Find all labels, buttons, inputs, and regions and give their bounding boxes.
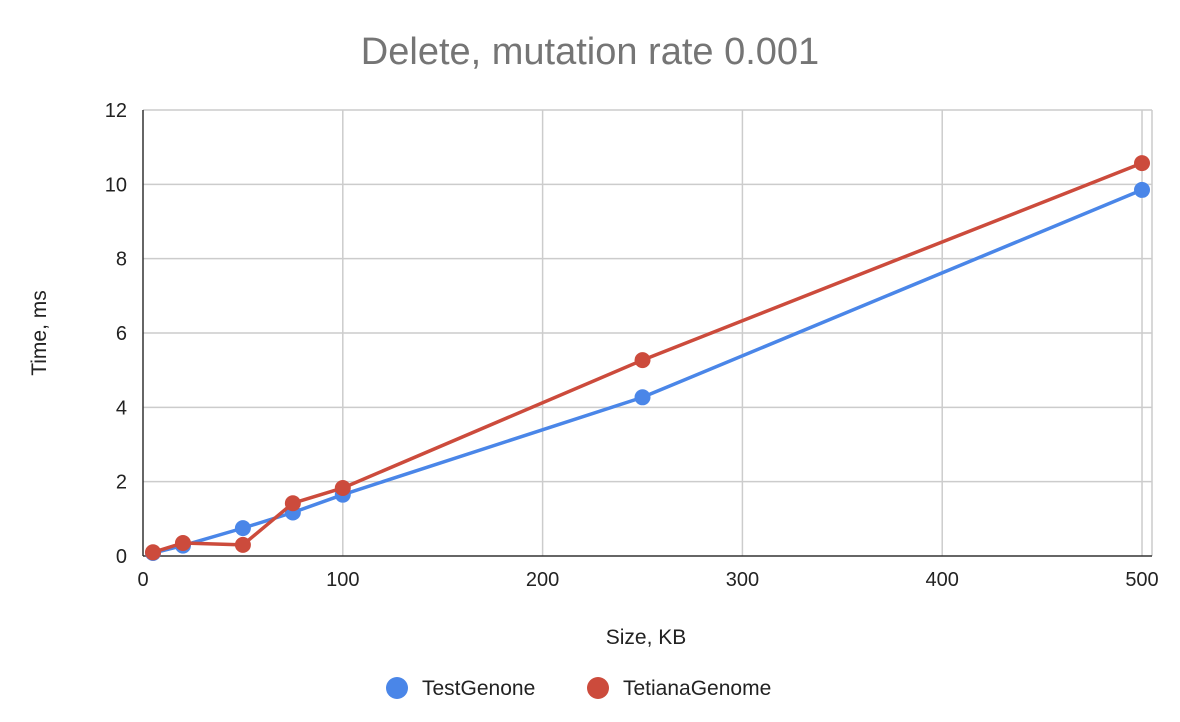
data-point bbox=[174, 534, 191, 551]
legend: TestGenone TetianaGenome bbox=[386, 677, 771, 700]
y-tick-label: 0 bbox=[116, 546, 127, 568]
legend-label: TestGenone bbox=[422, 677, 535, 700]
series-line bbox=[152, 188, 1143, 555]
legend-marker bbox=[386, 677, 408, 699]
x-tick-label: 100 bbox=[326, 569, 359, 591]
data-point bbox=[1134, 181, 1151, 198]
grid-lines bbox=[143, 109, 1153, 556]
y-tick-label: 2 bbox=[116, 472, 127, 494]
y-tick-label: 8 bbox=[116, 249, 127, 271]
data-point bbox=[1134, 155, 1151, 172]
data-point bbox=[144, 544, 161, 561]
y-axis-title: Time, ms bbox=[28, 290, 51, 376]
x-axis-title: Size, KB bbox=[606, 626, 687, 649]
x-tick-label: 0 bbox=[137, 569, 148, 591]
tick-labels: 0 2 4 6 8 10 12 0 100 200 300 400 500 bbox=[105, 100, 1159, 591]
data-point bbox=[284, 495, 301, 512]
x-tick-label: 200 bbox=[526, 569, 559, 591]
series-lines bbox=[144, 155, 1151, 562]
data-point bbox=[634, 352, 651, 369]
data-point bbox=[334, 479, 351, 496]
chart-title: Delete, mutation rate 0.001 bbox=[361, 31, 819, 73]
x-tick-label: 500 bbox=[1125, 569, 1158, 591]
y-tick-label: 10 bbox=[105, 174, 127, 196]
legend-label: TetianaGenome bbox=[623, 677, 771, 700]
y-tick-label: 6 bbox=[116, 323, 127, 345]
data-point bbox=[234, 536, 251, 553]
data-point bbox=[234, 520, 251, 537]
legend-marker bbox=[587, 677, 609, 699]
data-point bbox=[634, 389, 651, 406]
x-tick-label: 300 bbox=[726, 569, 759, 591]
series-tetianagenome bbox=[144, 155, 1151, 561]
y-tick-label: 4 bbox=[116, 397, 127, 419]
axes bbox=[142, 110, 1152, 557]
x-tick-label: 400 bbox=[926, 569, 959, 591]
y-tick-label: 12 bbox=[105, 100, 127, 122]
